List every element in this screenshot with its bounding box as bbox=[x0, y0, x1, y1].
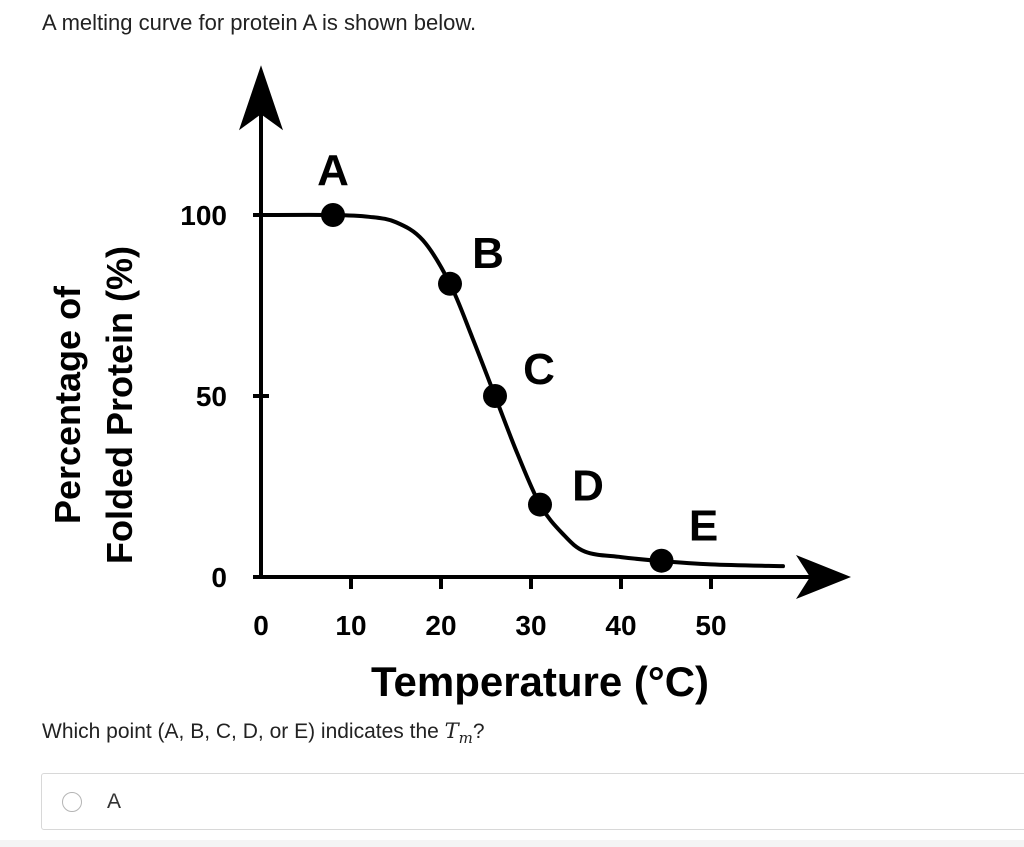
x-tick-label-50: 50 bbox=[695, 610, 726, 641]
answer-option-a[interactable]: A bbox=[41, 773, 1024, 830]
x-tick-label-40: 40 bbox=[605, 610, 636, 641]
y-axis-arrowhead bbox=[239, 65, 283, 131]
y-axis-label-line2: Folded Protein (%) bbox=[99, 246, 140, 564]
answer-option-label: A bbox=[107, 790, 122, 813]
x-tick-label-10: 10 bbox=[335, 610, 366, 641]
y-tick-label-0: 0 bbox=[211, 562, 227, 593]
point-label-e: E bbox=[689, 502, 718, 551]
chart-axes bbox=[239, 65, 851, 599]
y-axis-label-line1: Percentage of bbox=[47, 285, 88, 524]
x-axis-label: Temperature (°C) bbox=[371, 658, 709, 705]
x-tick-label-20: 20 bbox=[425, 610, 456, 641]
point-e bbox=[649, 548, 674, 573]
melting-curve-line bbox=[259, 212, 785, 569]
question-intro: A melting curve for protein A is shown b… bbox=[42, 10, 477, 35]
point-label-d: D bbox=[572, 462, 604, 511]
point-label-b: B bbox=[472, 229, 504, 278]
point-c bbox=[483, 384, 507, 408]
x-tick-label-0: 0 bbox=[253, 610, 269, 641]
point-d bbox=[528, 492, 552, 517]
y-ticks: 0 50 100 bbox=[180, 200, 269, 593]
point-b bbox=[438, 271, 462, 296]
x-tick-label-30: 30 bbox=[515, 610, 546, 641]
y-tick-label-50: 50 bbox=[196, 381, 227, 412]
x-axis-arrowhead bbox=[796, 555, 851, 599]
melting-curve-chart: 0 50 100 0 10 20 30 40 50 A B C D E Temperature (°C… bbox=[47, 65, 851, 705]
point-label-c: C bbox=[523, 345, 555, 394]
y-tick-label-100: 100 bbox=[180, 200, 227, 231]
radio-button-a[interactable] bbox=[62, 792, 82, 812]
bottom-scroll-strip bbox=[0, 840, 1024, 847]
question-text: Which point (A, B, C, D, or E) indicates… bbox=[42, 716, 485, 753]
point-label-a: A bbox=[317, 146, 349, 195]
tm-letter: T bbox=[444, 719, 459, 743]
tm-symbol: Tm bbox=[444, 719, 473, 747]
point-a bbox=[321, 203, 345, 227]
tm-subscript: m bbox=[458, 729, 473, 748]
curve-layer bbox=[259, 212, 785, 569]
points-layer: A B C D E bbox=[317, 146, 718, 573]
question-suffix: ? bbox=[472, 720, 485, 743]
question-prefix: Which point (A, B, C, D, or E) indicates… bbox=[42, 720, 445, 743]
x-ticks: 0 10 20 30 40 50 bbox=[253, 577, 727, 641]
